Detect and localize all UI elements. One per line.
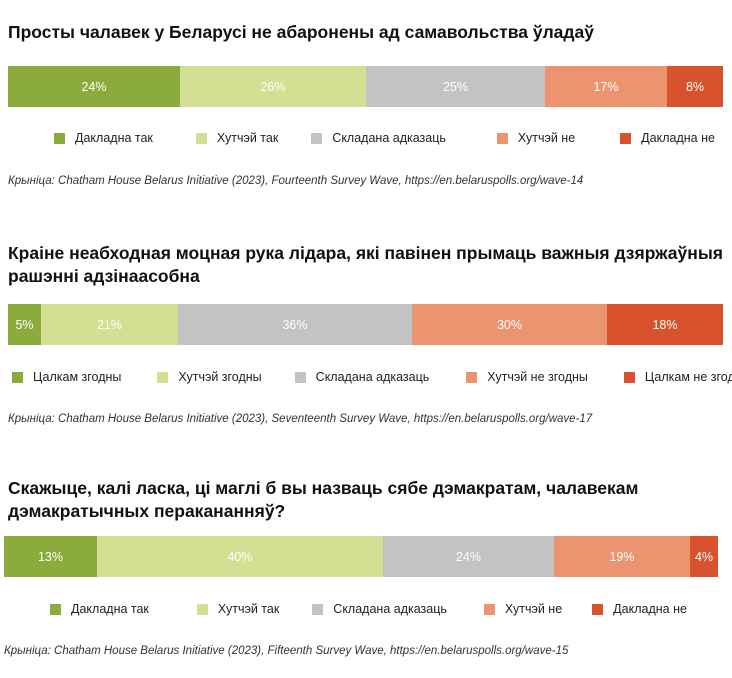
legend-swatch [620, 132, 632, 144]
legend-swatch [12, 371, 23, 383]
legend-label: Дакладна не [613, 602, 687, 616]
legend-item: Хутчэй не [483, 602, 563, 616]
chart-1-source: Крыніца: Chatham House Belarus Initiativ… [8, 175, 584, 187]
legend-item: Дакладна так [54, 131, 153, 145]
legend-label: Дакладна не [641, 131, 715, 145]
legend-item: Складана адказаць [311, 131, 446, 145]
legend-label: Хутчэй так [216, 131, 279, 145]
legend-label: Хутчэй згодны [178, 370, 262, 384]
legend-item: Хутчэй не згодны [466, 370, 588, 384]
bar-segment: 24% [8, 66, 180, 107]
legend-swatch [311, 132, 323, 144]
legend-label: Хутчэй не [517, 131, 576, 145]
legend-label: Цалкам згодны [33, 370, 122, 384]
legend-swatch [483, 603, 495, 615]
bar-segment: 5% [8, 304, 41, 345]
legend-item: Дакладна не [592, 602, 687, 616]
bar-segment: 8% [667, 66, 723, 107]
legend-swatch [54, 132, 65, 144]
chart-3-bar: 13% 40% 24% 19% 4% [4, 536, 718, 577]
legend-swatch [196, 603, 208, 615]
bar-segment: 4% [690, 536, 718, 577]
bar-segment: 40% [97, 536, 383, 577]
legend-item: Хутчэй не [496, 131, 576, 145]
bar-segment: 30% [412, 304, 607, 345]
chart-1-legend: Дакладна так Хутчэй так Складана адказаць Х… [54, 131, 715, 145]
bar-segment: 36% [178, 304, 412, 345]
legend-swatch [592, 603, 604, 615]
legend-swatch [157, 371, 169, 383]
bar-segment: 13% [4, 536, 97, 577]
legend-swatch [623, 371, 635, 383]
legend-swatch [466, 371, 478, 383]
legend-label: Дакладна так [75, 131, 153, 145]
legend-item: Хутчэй так [196, 602, 280, 616]
chart-3-title: Скажыце, калі ласка, ці маглі б вы назва… [8, 478, 639, 521]
legend-label: Складана адказаць [315, 370, 430, 384]
legend-item: Складана адказаць [294, 370, 430, 384]
legend-swatch [50, 603, 61, 615]
legend-label: Складана адказаць [332, 131, 446, 145]
legend-swatch [496, 132, 508, 144]
legend-item: Цалкам не згодны [623, 370, 732, 384]
legend-item: Дакладна не [620, 131, 715, 145]
chart-2-title: Краіне неабходная моцная рука лідара, як… [8, 243, 723, 286]
legend-label: Цалкам не згодны [644, 370, 732, 384]
legend-label: Хутчэй не [504, 602, 563, 616]
legend-swatch [195, 132, 207, 144]
bar-segment: 21% [41, 304, 178, 345]
legend-label: Складана адказаць [333, 602, 447, 616]
chart-3-legend: Дакладна так Хутчэй так Складана адказаць Х… [50, 602, 687, 616]
legend-label: Хутчэй так [217, 602, 280, 616]
legend-item: Хутчэй так [195, 131, 279, 145]
legend-item: Цалкам згодны [12, 370, 121, 384]
chart-1-title: Просты чалавек у Беларусі не абаронены а… [8, 22, 594, 42]
legend-label: Дакладна так [71, 602, 149, 616]
chart-2-source: Крыніца: Chatham House Belarus Initiativ… [8, 413, 593, 425]
bar-segment: 26% [180, 66, 366, 107]
bar-segment: 25% [366, 66, 545, 107]
legend-label: Хутчэй не згодны [487, 370, 588, 384]
legend-item: Дакладна так [50, 602, 149, 616]
chart-2-bar: 5% 21% 36% 30% 18% [8, 304, 723, 345]
legend-item: Складана адказаць [312, 602, 447, 616]
bar-segment: 17% [545, 66, 667, 107]
legend-swatch [312, 603, 324, 615]
chart-2-legend: Цалкам згодны Хутчэй згодны Складана адказ… [12, 370, 732, 384]
legend-swatch [294, 371, 306, 383]
bar-segment: 19% [554, 536, 690, 577]
bar-segment: 18% [607, 304, 723, 345]
chart-1-bar: 24% 26% 25% 17% 8% [8, 66, 723, 107]
chart-3-source: Крыніца: Chatham House Belarus Initiativ… [4, 645, 569, 657]
bar-segment: 24% [383, 536, 554, 577]
legend-item: Хутчэй згодны [157, 370, 262, 384]
